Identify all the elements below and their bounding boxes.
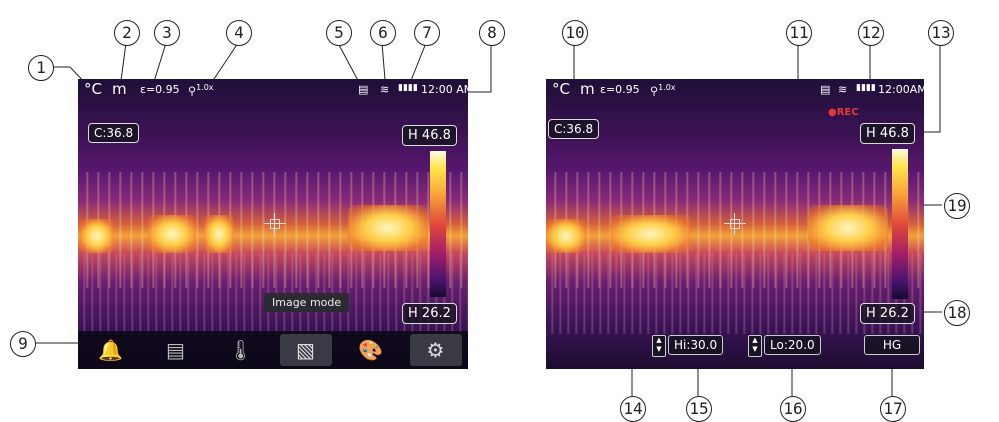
- emissivity-value[interactable]: ε=0.95: [600, 83, 640, 96]
- battery-icon: ▮▮▮▮: [856, 83, 876, 93]
- clock-time: 12:00 AM: [421, 83, 468, 96]
- thermometer-icon: 🌡: [227, 338, 254, 362]
- callout-10: 10: [562, 20, 588, 46]
- image-icon: ▧: [296, 338, 315, 362]
- image-mode-button[interactable]: ▧: [279, 334, 332, 366]
- bottom-menu-bar: 🔔 ▤ 🌡 ▧ 🎨 ⚙: [78, 331, 468, 369]
- recording-indicator: ●REC: [828, 107, 859, 118]
- measure-mode[interactable]: m: [580, 80, 595, 98]
- lo-threshold-button[interactable]: Lo:20.0: [764, 335, 821, 355]
- callout-8: 8: [479, 20, 505, 46]
- hotspot: [808, 205, 888, 251]
- menu-tooltip: Image mode: [264, 293, 350, 312]
- wifi-icon: ≋: [838, 83, 848, 96]
- scale-high-value: 46.8: [879, 126, 909, 141]
- hotspot: [348, 205, 428, 251]
- hi-threshold-button[interactable]: Hi:30.0: [668, 335, 724, 355]
- alarm-button[interactable]: 🔔: [85, 334, 137, 366]
- palette-icon: 🎨: [358, 338, 383, 362]
- center-crosshair: [264, 213, 286, 235]
- callout-5: 5: [326, 20, 352, 46]
- hotspot: [546, 219, 586, 253]
- callout-2: 2: [114, 20, 140, 46]
- scale-high-marker: H: [408, 128, 418, 143]
- wifi-icon: ≋: [380, 83, 390, 96]
- alarm-bell-icon: 🔔: [98, 338, 123, 362]
- callout-19: 19: [944, 193, 970, 219]
- temperature-color-scale: [430, 151, 446, 297]
- sd-card-icon: ▤: [358, 83, 369, 96]
- temperature-color-scale: [892, 149, 908, 299]
- callout-6: 6: [370, 20, 396, 46]
- center-crosshair: [724, 213, 746, 235]
- hg-button[interactable]: HG: [864, 335, 920, 355]
- center-temp-readout: C:36.8: [88, 123, 140, 143]
- callout-4: 4: [226, 20, 252, 46]
- zoom-icon: ⚲: [650, 84, 659, 98]
- clock-time: 12:00AM: [878, 83, 924, 96]
- callout-17: 17: [880, 396, 906, 422]
- status-bar: °C m ε=0.95 ⚲1.0x ▤ ≋ ▮▮▮▮ 12:00AM: [546, 79, 924, 101]
- callout-3: 3: [154, 20, 180, 46]
- callout-12: 12: [858, 20, 884, 46]
- scale-low-readout: H 26.2: [402, 303, 457, 324]
- scale-low-value: 26.2: [421, 306, 451, 321]
- callout-7: 7: [414, 20, 440, 46]
- center-temp-readout: C:36.8: [548, 119, 600, 139]
- temperature-unit[interactable]: °C: [84, 80, 102, 98]
- hotspot: [148, 215, 196, 253]
- callout-15: 15: [686, 396, 712, 422]
- scale-low-marker: H: [408, 306, 418, 321]
- scale-high-marker: H: [866, 126, 876, 141]
- zoom-icon: ⚲: [188, 84, 197, 98]
- thermal-screen-recording: °C m ε=0.95 ⚲1.0x ▤ ≋ ▮▮▮▮ 12:00AM ●REC …: [546, 79, 924, 369]
- scale-low-readout: H 26.2: [860, 303, 915, 324]
- settings-gear-icon: ⚙: [426, 338, 445, 362]
- scale-high-readout: H 46.8: [860, 123, 915, 144]
- display-button[interactable]: ▤: [150, 334, 202, 366]
- callout-9: 9: [10, 331, 36, 357]
- callout-16: 16: [780, 396, 806, 422]
- thermal-screen-image-mode: °C m ε=0.95 ⚲1.0x ▤ ≋ ▮▮▮▮ 12:00 AM C:36…: [78, 79, 468, 369]
- settings-button[interactable]: ⚙: [409, 334, 462, 366]
- battery-icon: ▮▮▮▮: [398, 83, 418, 93]
- scale-high-readout: H 46.8: [402, 125, 457, 146]
- callout-18: 18: [944, 300, 970, 326]
- callout-14: 14: [620, 396, 646, 422]
- lo-adjust-arrows[interactable]: ▲ ▼: [748, 335, 762, 357]
- zoom-indicator[interactable]: ⚲1.0x: [188, 83, 214, 98]
- scale-high-value: 46.8: [421, 128, 451, 143]
- scale-low-marker: H: [866, 306, 876, 321]
- zoom-indicator[interactable]: ⚲1.0x: [650, 83, 676, 98]
- status-bar: °C m ε=0.95 ⚲1.0x ▤ ≋ ▮▮▮▮ 12:00 AM: [78, 79, 468, 101]
- hotspot: [610, 215, 690, 253]
- hotspot: [80, 219, 114, 253]
- monitor-icon: ▤: [166, 338, 185, 362]
- hotspot: [204, 215, 234, 253]
- palette-button[interactable]: 🎨: [345, 334, 397, 366]
- callout-11: 11: [786, 20, 812, 46]
- hi-adjust-arrows[interactable]: ▲ ▼: [652, 335, 666, 357]
- sd-card-icon: ▤: [820, 83, 831, 96]
- callout-1: 1: [28, 55, 54, 81]
- measure-button[interactable]: 🌡: [215, 334, 267, 366]
- scale-low-value: 26.2: [879, 306, 909, 321]
- temperature-unit[interactable]: °C: [552, 80, 570, 98]
- callout-13: 13: [928, 20, 954, 46]
- measure-mode[interactable]: m: [112, 80, 127, 98]
- emissivity-value[interactable]: ε=0.95: [140, 83, 180, 96]
